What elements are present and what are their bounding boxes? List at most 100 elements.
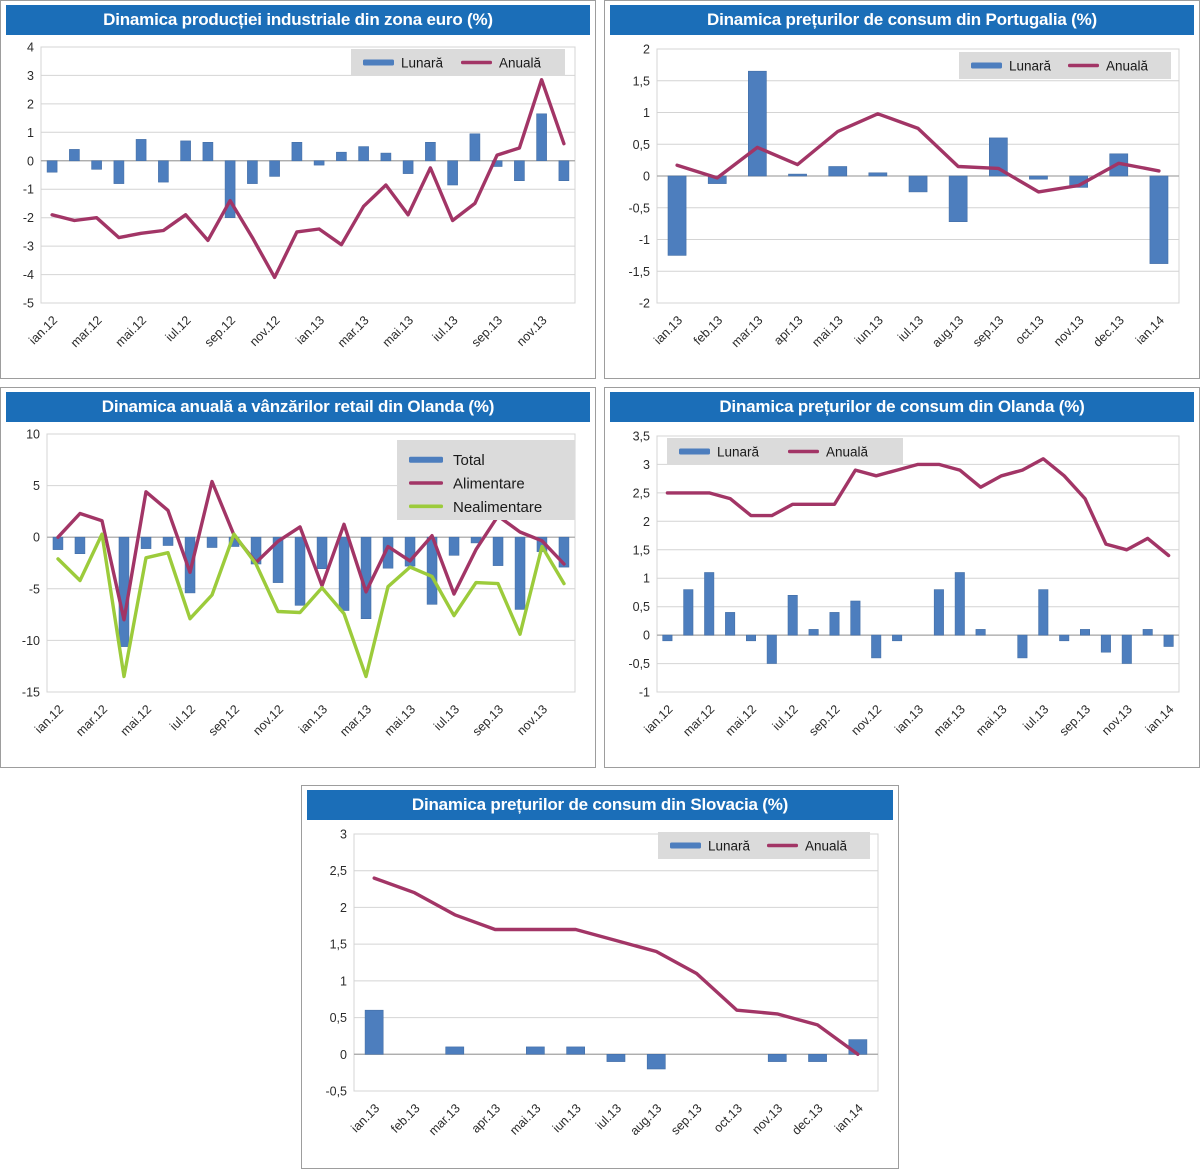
y-axis-label: -1 [23,183,34,197]
bar [52,536,64,550]
bar [158,160,169,183]
chart-area: 3 2,5 2 1,5 1 0,5 0 -0,5 ian.13 feb.13 mar.13 apr.1… [306,822,894,1169]
x-axis-label: mar.13 [729,313,766,350]
y-axis-label: -1 [639,686,650,700]
x-axis-label: nov.13 [1099,702,1135,738]
bar [975,629,986,636]
x-axis-label: iul.13 [431,702,462,733]
x-axis-label: nov.13 [514,313,550,349]
bar [447,160,458,186]
x-axis-label: nov.13 [1051,313,1087,349]
data-line [56,479,566,622]
bar [828,166,848,177]
bar [988,137,1008,177]
x-axis-label: ian.13 [296,702,330,736]
bar [294,536,306,606]
x-axis-label: oct.13 [1013,313,1047,347]
y-axis-label: 2 [27,97,34,111]
x-axis-label: ian.13 [348,1101,382,1135]
bar [162,536,174,546]
bar [269,160,280,177]
y-axis-label: 2 [643,43,650,57]
bar [180,140,191,162]
chart-svg: 10 5 0 -5 -10 -15 ian.12 mar.12 mai.12 iul.12 sep.… [22,428,576,739]
legend: Lunară Anuală [658,832,870,859]
legend-label: Anuală [499,56,542,71]
y-axis-label: 1 [643,572,650,586]
legend-label: Anuală [1106,59,1149,74]
y-axis-label: 3 [27,69,34,83]
legend-swatch-line [409,481,443,485]
bar [380,152,392,162]
y-axis-label: -1 [639,233,650,247]
y-axis-label: -0,5 [628,657,650,671]
bar [382,536,394,569]
legend-label: Lunară [717,445,760,460]
bar [566,1046,586,1055]
bar [46,160,58,173]
y-axis-label: 0 [33,531,40,545]
legend-label: Anuală [826,445,869,460]
y-axis-label: 4 [27,41,34,55]
legend: Total Alimentare Nealimentare [397,440,575,520]
bar [766,634,777,664]
bar [868,172,888,177]
bar [140,536,152,549]
chart-panel-netherlands-cpi: Dinamica prețurilor de consum din Olanda… [604,387,1200,768]
legend: Lunară Anuală [959,52,1171,79]
chart-title: Dinamica prețurilor de consum din Portug… [610,5,1194,35]
bar-series [46,113,570,219]
y-axis-label: 0 [27,154,34,168]
bar [358,146,369,162]
legend-label: Anuală [805,839,848,854]
x-axis-label: apr.13 [469,1101,504,1136]
y-axis-label: 1,5 [633,543,650,557]
y-axis-label: -0,5 [325,1085,347,1099]
bar [1029,175,1048,180]
bar [848,1039,868,1055]
chart-area: 3,5 3 2,5 2 1,5 1 0,5 0 -0,5 -1 ian.12 mar.12 mai.12… [609,424,1195,769]
bar [364,1009,384,1055]
bar [316,536,328,569]
bar [646,1054,666,1070]
data-line [665,457,1171,558]
legend-label: Lunară [401,56,444,71]
x-axis-label: sep.13 [668,1101,704,1137]
y-axis-label: 3,5 [633,430,650,444]
bar [808,1054,827,1062]
x-axis-label: dec.13 [789,1101,825,1137]
bar [948,175,968,223]
y-axis-label: -3 [23,240,34,254]
x-axis-label: ian.12 [642,702,676,736]
legend-label: Alimentare [453,476,525,493]
bar [767,1054,787,1062]
chart-title: Dinamica producției industriale din zona… [6,5,590,35]
x-axis-label: sep.12 [202,313,238,349]
x-axis-label: mai.13 [380,313,416,349]
bar [808,629,819,636]
x-axis-label: ian.13 [651,313,685,347]
legend-swatch-line [788,449,819,454]
x-axis-label: nov.12 [849,702,885,738]
bar [135,139,147,162]
x-axis-label: ian.13 [892,702,926,736]
bar-series [667,70,1169,264]
x-axis-label: iul.13 [1020,702,1051,733]
x-axis-label: iul.13 [430,313,461,344]
x-axis-label: nov.13 [750,1101,786,1137]
bar [448,536,460,556]
bar [425,142,436,162]
y-axis-label: -2 [23,211,34,225]
x-axis-label: ian.12 [32,702,66,736]
x-axis-label: iul.13 [895,313,926,344]
bar [1038,589,1049,636]
bar [558,160,570,182]
bar [536,113,547,162]
bar [514,160,525,182]
y-axis-label: 0,5 [633,600,650,614]
bar [667,175,687,256]
bar [69,149,80,162]
bar [787,595,798,636]
